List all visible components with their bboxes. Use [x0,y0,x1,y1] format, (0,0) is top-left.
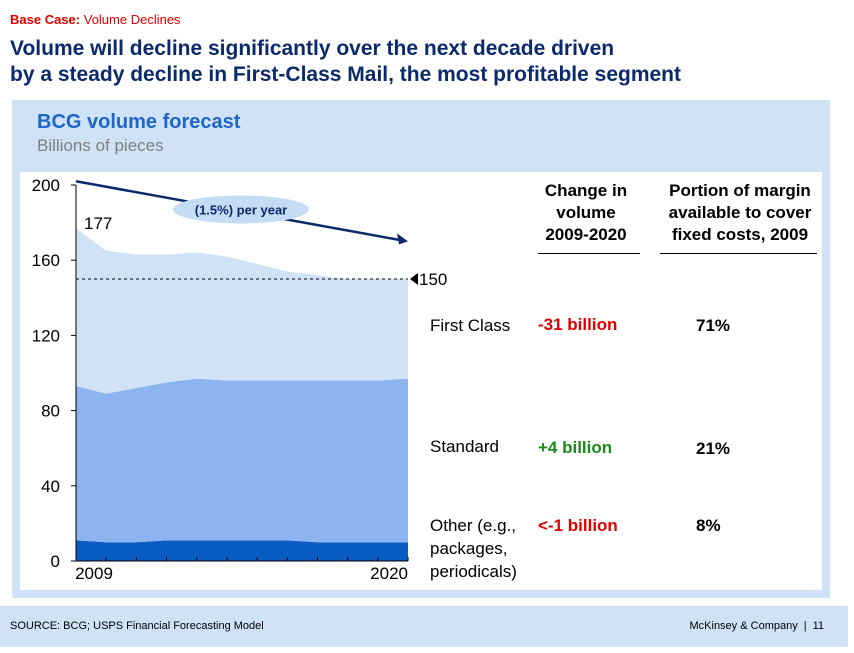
col-header-change-line-1: Change in [544,181,628,200]
col-header-portion: Portion of margin available to cover fix… [652,180,828,246]
trend-bubble [173,195,309,224]
brand-separator: | [803,620,807,632]
row-change-first-class: -31 billion [538,315,618,334]
y-tick-label: 40 [41,477,60,496]
source-note: SOURCE: BCG; USPS Financial Forecasting … [10,620,264,632]
case-label: Base Case: [10,12,81,27]
col-header-portion-line-2: available to cover [668,203,812,222]
case-header: Base Case: Volume Declines [10,12,181,27]
col-header-portion-line-1: Portion of margin [669,181,811,200]
row-label-first-class: First Class [430,314,510,337]
row-label-other-line-3: periodicals) [430,562,517,581]
page-number: 11 [812,620,824,632]
case-text: Volume Declines [83,12,181,27]
area-first-class [76,228,408,394]
row-label-other-line-1: Other (e.g., [430,516,516,535]
end-value-label: 150 [419,270,447,289]
col-header-portion-line-3: fixed costs, 2009 [671,225,809,244]
brand: McKinsey & Company | 11 [690,620,825,632]
col-header-change-line-3: 2009-2020 [545,225,627,244]
x-tick-label: 2020 [370,564,408,583]
y-tick-label: 80 [41,402,60,421]
panel-border-left [12,172,20,590]
panel-header [12,100,830,172]
headline-line-2: by a steady decline in First-Class Mail,… [10,63,682,86]
y-tick-label: 200 [32,176,60,195]
row-label-other: Other (e.g., packages, periodicals) [430,514,517,583]
row-change-other: <-1 billion [538,516,618,535]
row-label-other-line-2: packages, [430,539,508,558]
y-tick-label: 160 [32,251,60,270]
col-header-change-line-2: volume [556,203,616,222]
headline-line-1: Volume will decline significantly over t… [10,37,615,60]
trend-label: (1.5%) per year [195,202,288,217]
footer-bar [0,606,848,647]
headline: Volume will decline significantly over t… [10,36,840,88]
x-tick-label: 2009 [75,564,113,583]
col-header-change-underline [538,253,640,254]
panel-border-bottom [12,590,830,598]
col-header-portion-underline [660,253,817,254]
panel-subtitle: Billions of pieces [37,136,164,155]
area-other [76,540,408,561]
y-tick-label: 0 [51,552,60,571]
area-standard [76,378,408,543]
y-tick-label: 120 [32,326,60,345]
end-marker [410,273,418,285]
row-portion-standard: 21% [696,439,731,458]
panel-border-right [822,172,830,590]
start-value-label: 177 [84,214,112,233]
trend-arrow-head [397,233,408,245]
panel-title: BCG volume forecast [37,111,241,133]
brand-name: McKinsey & Company [689,620,798,632]
row-label-standard-text: Standard [430,437,499,456]
row-change-standard: +4 billion [538,438,613,457]
row-label-standard: Standard [430,435,499,458]
row-portion-other: 8% [696,516,721,535]
col-header-change: Change in volume 2009-2020 [530,180,642,246]
row-portion-first-class: 71% [696,316,731,335]
row-label-first-class-text: First Class [430,316,511,335]
